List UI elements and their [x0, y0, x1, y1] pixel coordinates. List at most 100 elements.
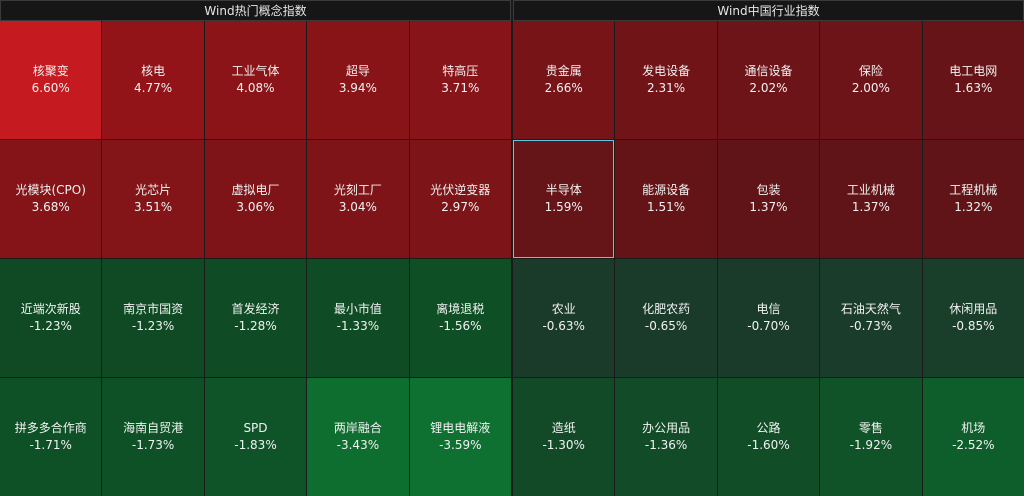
concept-tile[interactable]: 光芯片 3.51%	[102, 140, 204, 258]
tile-change-percent: 2.97%	[441, 200, 480, 214]
tile-change-percent: -3.43%	[336, 438, 380, 452]
concept-tile[interactable]: SPD -1.83%	[204, 378, 307, 496]
tile-name: 公路	[756, 421, 781, 435]
tile-change-percent: -1.30%	[542, 438, 585, 452]
tile-change-percent: 3.51%	[134, 200, 173, 214]
tile-change-percent: 2.00%	[851, 81, 890, 95]
industry-tile[interactable]: 电工电网 1.63%	[922, 21, 1024, 139]
tile-change-percent: 3.68%	[31, 200, 70, 214]
tile-change-percent: -1.56%	[439, 319, 482, 333]
tile-name: 南京市国资	[123, 302, 184, 316]
tile-name: 石油天然气	[840, 302, 901, 316]
concept-tile[interactable]: 工业气体 4.08%	[204, 21, 307, 139]
concept-tile[interactable]: 首发经济 -1.28%	[204, 259, 307, 377]
tile-name: 保险	[858, 64, 883, 78]
industry-tile[interactable]: 机场 -2.52%	[922, 378, 1024, 496]
tile-name: 机场	[961, 421, 986, 435]
tile-name: 办公用品	[642, 421, 691, 435]
tile-change-percent: 2.66%	[544, 81, 583, 95]
tile-change-percent: 2.02%	[749, 81, 788, 95]
tile-name: 休闲用品	[949, 302, 998, 316]
industry-tile[interactable]: 发电设备 2.31%	[615, 21, 717, 139]
tile-change-percent: 4.08%	[236, 81, 275, 95]
tile-change-percent: 1.63%	[954, 81, 993, 95]
concept-tile[interactable]: 锂电电解液 -3.59%	[409, 378, 511, 496]
tile-name: 工程机械	[949, 183, 998, 197]
industry-tile[interactable]: 包装 1.37%	[717, 140, 820, 258]
tile-name: 最小市值	[333, 302, 382, 316]
tile-change-percent: -0.63%	[542, 319, 585, 333]
concept-tile[interactable]: 离境退税 -1.56%	[409, 259, 511, 377]
tile-name: 发电设备	[642, 64, 691, 78]
tile-name: 工业气体	[231, 64, 280, 78]
concept-tile[interactable]: 海南自贸港 -1.73%	[102, 378, 204, 496]
tile-name: 虚拟电厂	[231, 183, 280, 197]
tile-name: 农业	[551, 302, 576, 316]
industry-tile[interactable]: 电信 -0.70%	[717, 259, 820, 377]
industry-tile[interactable]: 造纸 -1.30%	[513, 378, 615, 496]
industry-tile[interactable]: 办公用品 -1.36%	[615, 378, 717, 496]
concept-tile[interactable]: 最小市值 -1.33%	[307, 259, 409, 377]
tile-change-percent: 1.59%	[544, 200, 583, 214]
tile-change-percent: 1.32%	[954, 200, 993, 214]
tile-change-percent: 3.71%	[441, 81, 480, 95]
tile-change-percent: -1.60%	[747, 438, 790, 452]
tile-name: 电信	[756, 302, 781, 316]
concept-tile[interactable]: 虚拟电厂 3.06%	[204, 140, 307, 258]
tile-change-percent: -1.83%	[234, 438, 277, 452]
industry-tile[interactable]: 工程机械 1.32%	[922, 140, 1024, 258]
industry-tile[interactable]: 休闲用品 -0.85%	[922, 259, 1024, 377]
concept-tile[interactable]: 光伏逆变器 2.97%	[409, 140, 511, 258]
industry-tile[interactable]: 能源设备 1.51%	[615, 140, 717, 258]
industry-tile[interactable]: 公路 -1.60%	[717, 378, 820, 496]
tile-name: 特高压	[442, 64, 479, 78]
tile-name: 化肥农药	[642, 302, 691, 316]
concept-index-header: Wind热门概念指数	[0, 0, 511, 21]
tile-name: 半导体	[545, 183, 582, 197]
concept-tile[interactable]: 南京市国资 -1.23%	[102, 259, 204, 377]
industry-tile[interactable]: 贵金属 2.66%	[513, 21, 615, 139]
tile-change-percent: 3.94%	[338, 81, 377, 95]
concept-tile[interactable]: 近端次新股 -1.23%	[0, 259, 102, 377]
concept-tile[interactable]: 特高压 3.71%	[409, 21, 511, 139]
tile-name: 超导	[345, 64, 370, 78]
tile-name: 电工电网	[949, 64, 998, 78]
industry-tile[interactable]: 化肥农药 -0.65%	[615, 259, 717, 377]
industry-tile[interactable]: 工业机械 1.37%	[820, 140, 922, 258]
concept-tile[interactable]: 光模块(CPO) 3.68%	[0, 140, 102, 258]
concept-tile[interactable]: 核电 4.77%	[102, 21, 204, 139]
concept-tile[interactable]: 两岸融合 -3.43%	[307, 378, 409, 496]
concept-tile[interactable]: 核聚变 6.60%	[0, 21, 102, 139]
tile-name: 零售	[858, 421, 883, 435]
tile-name: 首发经济	[231, 302, 280, 316]
tile-change-percent: 1.37%	[851, 200, 890, 214]
industry-tile[interactable]: 零售 -1.92%	[820, 378, 922, 496]
tile-name: 能源设备	[642, 183, 691, 197]
tile-change-percent: 1.37%	[749, 200, 788, 214]
tile-name: 近端次新股	[20, 302, 81, 316]
industry-tile[interactable]: 农业 -0.63%	[513, 259, 615, 377]
tile-change-percent: -0.70%	[747, 319, 790, 333]
tile-change-percent: -1.23%	[131, 319, 175, 333]
industry-tile[interactable]: 通信设备 2.02%	[717, 21, 820, 139]
tile-name: 两岸融合	[333, 421, 382, 435]
tile-change-percent: -2.52%	[952, 438, 995, 452]
industry-tile[interactable]: 石油天然气 -0.73%	[820, 259, 922, 377]
tile-name: 光伏逆变器	[430, 183, 491, 197]
tile-name: 锂电电解液	[430, 421, 491, 435]
industry-tile[interactable]: 半导体 1.59%	[513, 140, 615, 258]
tile-change-percent: -3.59%	[439, 438, 482, 452]
industry-tile[interactable]: 保险 2.00%	[820, 21, 922, 139]
industry-index-header: Wind中国行业指数	[513, 0, 1024, 21]
tile-change-percent: -1.33%	[336, 319, 380, 333]
tile-change-percent: 1.51%	[647, 200, 686, 214]
concept-tile[interactable]: 拼多多合作商 -1.71%	[0, 378, 102, 496]
concept-tile[interactable]: 光刻工厂 3.04%	[307, 140, 409, 258]
tile-name: 拼多多合作商	[14, 421, 87, 435]
concept-index-grid: 核聚变 6.60% 核电 4.77% 工业气体 4.08% 超导 3.94% 特高压 3.71% 光…	[0, 21, 511, 496]
tile-change-percent: 6.60%	[31, 81, 70, 95]
concept-tile[interactable]: 超导 3.94%	[307, 21, 409, 139]
tile-change-percent: -1.23%	[29, 319, 72, 333]
tile-name: 离境退税	[436, 302, 485, 316]
